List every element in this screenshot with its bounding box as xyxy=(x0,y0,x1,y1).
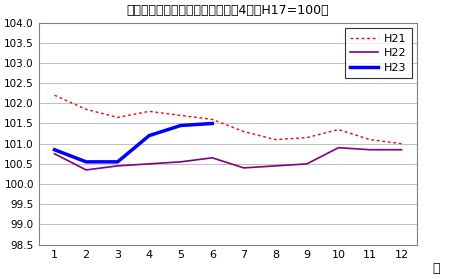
H22 xyxy=(83,168,88,172)
H21 xyxy=(178,114,183,117)
H21 xyxy=(146,110,152,113)
H23 xyxy=(52,148,57,151)
H21 xyxy=(367,138,372,141)
H23 xyxy=(83,160,88,163)
H21 xyxy=(335,128,341,131)
H22 xyxy=(335,146,341,149)
Line: H23: H23 xyxy=(55,124,212,162)
H22 xyxy=(146,162,152,165)
H23 xyxy=(209,122,215,125)
H22 xyxy=(367,148,372,151)
H21 xyxy=(115,116,120,119)
H21 xyxy=(240,130,246,133)
H22 xyxy=(52,152,57,155)
H23 xyxy=(115,160,120,163)
H22 xyxy=(304,162,309,165)
H21 xyxy=(272,138,277,141)
H23 xyxy=(146,134,152,137)
Text: 月: 月 xyxy=(432,263,439,275)
Line: H21: H21 xyxy=(55,95,400,144)
H23 xyxy=(178,124,183,127)
H21 xyxy=(304,136,309,139)
H22 xyxy=(272,164,277,168)
H21 xyxy=(52,93,57,97)
H22 xyxy=(178,160,183,163)
H22 xyxy=(240,166,246,170)
H22 xyxy=(398,148,403,151)
H22 xyxy=(209,156,215,160)
Legend: H21, H22, H23: H21, H22, H23 xyxy=(344,28,411,78)
H22 xyxy=(115,164,120,168)
Title: 生鮮食品を除く総合指数の動き　4市（H17=100）: 生鮮食品を除く総合指数の動き 4市（H17=100） xyxy=(126,4,329,17)
Line: H22: H22 xyxy=(55,148,400,170)
H21 xyxy=(209,118,215,121)
H21 xyxy=(398,142,403,145)
H21 xyxy=(83,108,88,111)
